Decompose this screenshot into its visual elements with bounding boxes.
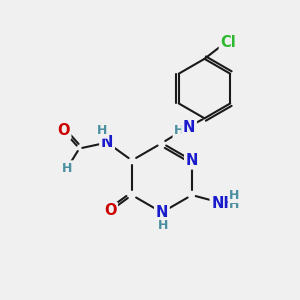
- Text: NH: NH: [211, 196, 236, 211]
- Text: H: H: [158, 219, 168, 232]
- Text: N: N: [156, 205, 168, 220]
- Text: H: H: [62, 162, 73, 175]
- Text: O: O: [57, 123, 70, 138]
- Text: Cl: Cl: [220, 34, 236, 50]
- Text: O: O: [104, 203, 116, 218]
- Text: N: N: [186, 153, 198, 168]
- Text: H: H: [97, 124, 107, 137]
- Text: H: H: [229, 189, 240, 202]
- Text: N: N: [101, 135, 113, 150]
- Text: H: H: [174, 124, 184, 137]
- Text: N: N: [183, 120, 195, 135]
- Text: H: H: [229, 199, 240, 212]
